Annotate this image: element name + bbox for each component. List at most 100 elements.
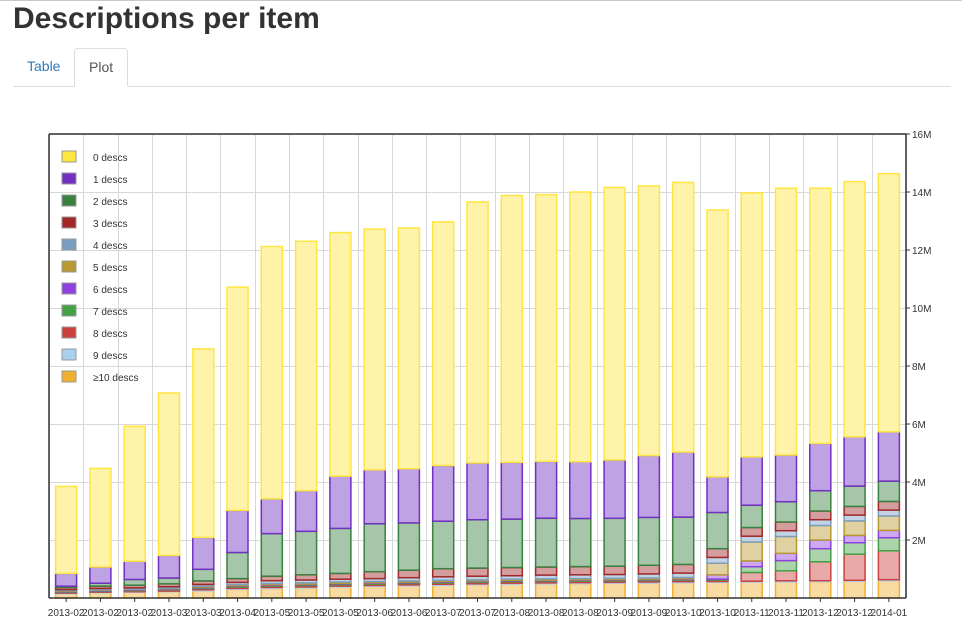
legend-swatch: [61, 238, 77, 251]
bar-segment: [603, 565, 626, 576]
bar-segment: [603, 582, 626, 599]
bar-segment: [89, 566, 112, 584]
bar-segment: [740, 504, 763, 529]
bar-segment: [329, 572, 352, 580]
bar-segment: [843, 485, 866, 508]
bar-segment: [500, 566, 524, 577]
bar-segment: [329, 527, 352, 575]
bar-segment: [329, 586, 352, 599]
bar-segment: [603, 459, 626, 520]
legend-swatch: [61, 172, 77, 185]
bar-segment: [123, 425, 146, 562]
bar-segment: [569, 191, 592, 463]
bar-segment: [294, 587, 318, 599]
bar-segment: [226, 286, 249, 512]
bar-segment: [706, 209, 729, 478]
x-tick-label: 2013-03: [185, 608, 222, 619]
bar-segment: [877, 500, 901, 511]
legend-swatch: [61, 370, 77, 383]
bar-segment: [500, 518, 524, 569]
bar-segment: [809, 518, 832, 527]
bar-segment: [89, 467, 112, 568]
bar-segment: [123, 591, 146, 599]
bar-segment: [603, 517, 626, 567]
bar-segment: [569, 460, 592, 520]
bar-segment: [740, 560, 763, 568]
bar-segment: [260, 498, 284, 535]
x-tick-label: 2013-11: [768, 608, 804, 619]
bar-segment: [740, 456, 763, 506]
x-tick-label: 2013-05: [253, 608, 290, 619]
bar-segment: [397, 227, 421, 470]
bar-segment: [157, 577, 181, 585]
bar-segment: [706, 476, 729, 514]
legend-label: 1 descs: [93, 175, 127, 186]
y-tick-labels: 2M 4M 6M 8M 10M 12M 14M 16M: [906, 130, 931, 547]
bar-segment: [534, 460, 558, 519]
bar-segment: [671, 181, 695, 453]
bar-segment: [706, 547, 729, 559]
bar-segment: [637, 185, 661, 457]
legend-label: 0 descs: [93, 153, 127, 164]
bar-segment: [123, 578, 146, 586]
y-tick-label: 4M: [912, 478, 926, 489]
bar-segment: [363, 469, 386, 525]
tab-plot[interactable]: Plot: [74, 48, 129, 87]
bar-segment: [843, 580, 866, 599]
bar-segment: [877, 536, 901, 552]
bar-segment: [54, 485, 78, 575]
bar-segment: [740, 571, 763, 582]
y-tick-label: 16M: [912, 130, 931, 141]
bar-segment: [809, 580, 832, 599]
bar-segment: [294, 240, 318, 492]
bar-segment: [843, 520, 866, 537]
bar-segment: [192, 568, 215, 582]
bar-segment: [877, 529, 901, 539]
y-tick-label: 2M: [912, 536, 926, 547]
bar-segment: [843, 541, 866, 555]
x-tick-label: 2013-03: [151, 608, 188, 619]
bar-segment: [569, 565, 592, 576]
y-tick-label: 8M: [912, 362, 926, 373]
bars: [54, 172, 901, 599]
bar-segment: [877, 549, 901, 581]
bar-segment: [774, 569, 798, 582]
bar-segment: [192, 348, 215, 539]
bar-segment: [740, 581, 763, 599]
bar-segment: [843, 180, 866, 438]
bar-segment: [671, 581, 695, 599]
x-tick-label: 2013-06: [391, 608, 428, 619]
x-tick-label: 2013-07: [459, 608, 496, 619]
bar-segment: [637, 516, 661, 567]
bar-segment: [431, 520, 455, 570]
x-tick-label: 2013-02: [116, 608, 153, 619]
bar-segment: [431, 464, 455, 522]
bar-segment: [500, 194, 524, 464]
bar-segment: [706, 511, 729, 550]
bar-segment: [740, 541, 763, 562]
tab-table[interactable]: Table: [27, 58, 61, 74]
bar-segment: [774, 187, 798, 456]
bar-segment: [809, 561, 832, 582]
bar-segment: [157, 590, 181, 599]
bar-segment: [843, 505, 866, 516]
bar-segment: [397, 585, 421, 599]
bar-segment: [569, 517, 592, 568]
bar-segment: [637, 454, 661, 519]
bar-segment: [466, 567, 489, 577]
bar-segment: [192, 536, 215, 571]
bar-segment: [809, 442, 832, 492]
x-tick-label: 2013-08: [528, 608, 565, 619]
bar-segment: [363, 570, 386, 580]
bar-segment: [774, 500, 798, 523]
bar-segment: [466, 583, 489, 599]
x-tick-label: 2013-11: [734, 608, 770, 619]
bar-segment: [671, 563, 695, 574]
bar-segment: [877, 579, 901, 599]
x-tick-label: 2013-07: [425, 608, 462, 619]
legend-label: 4 descs: [93, 241, 127, 252]
bar-segment: [534, 566, 558, 576]
y-tick-label: 14M: [912, 188, 931, 199]
bar-segment: [260, 245, 284, 500]
bar-segment: [294, 489, 318, 533]
